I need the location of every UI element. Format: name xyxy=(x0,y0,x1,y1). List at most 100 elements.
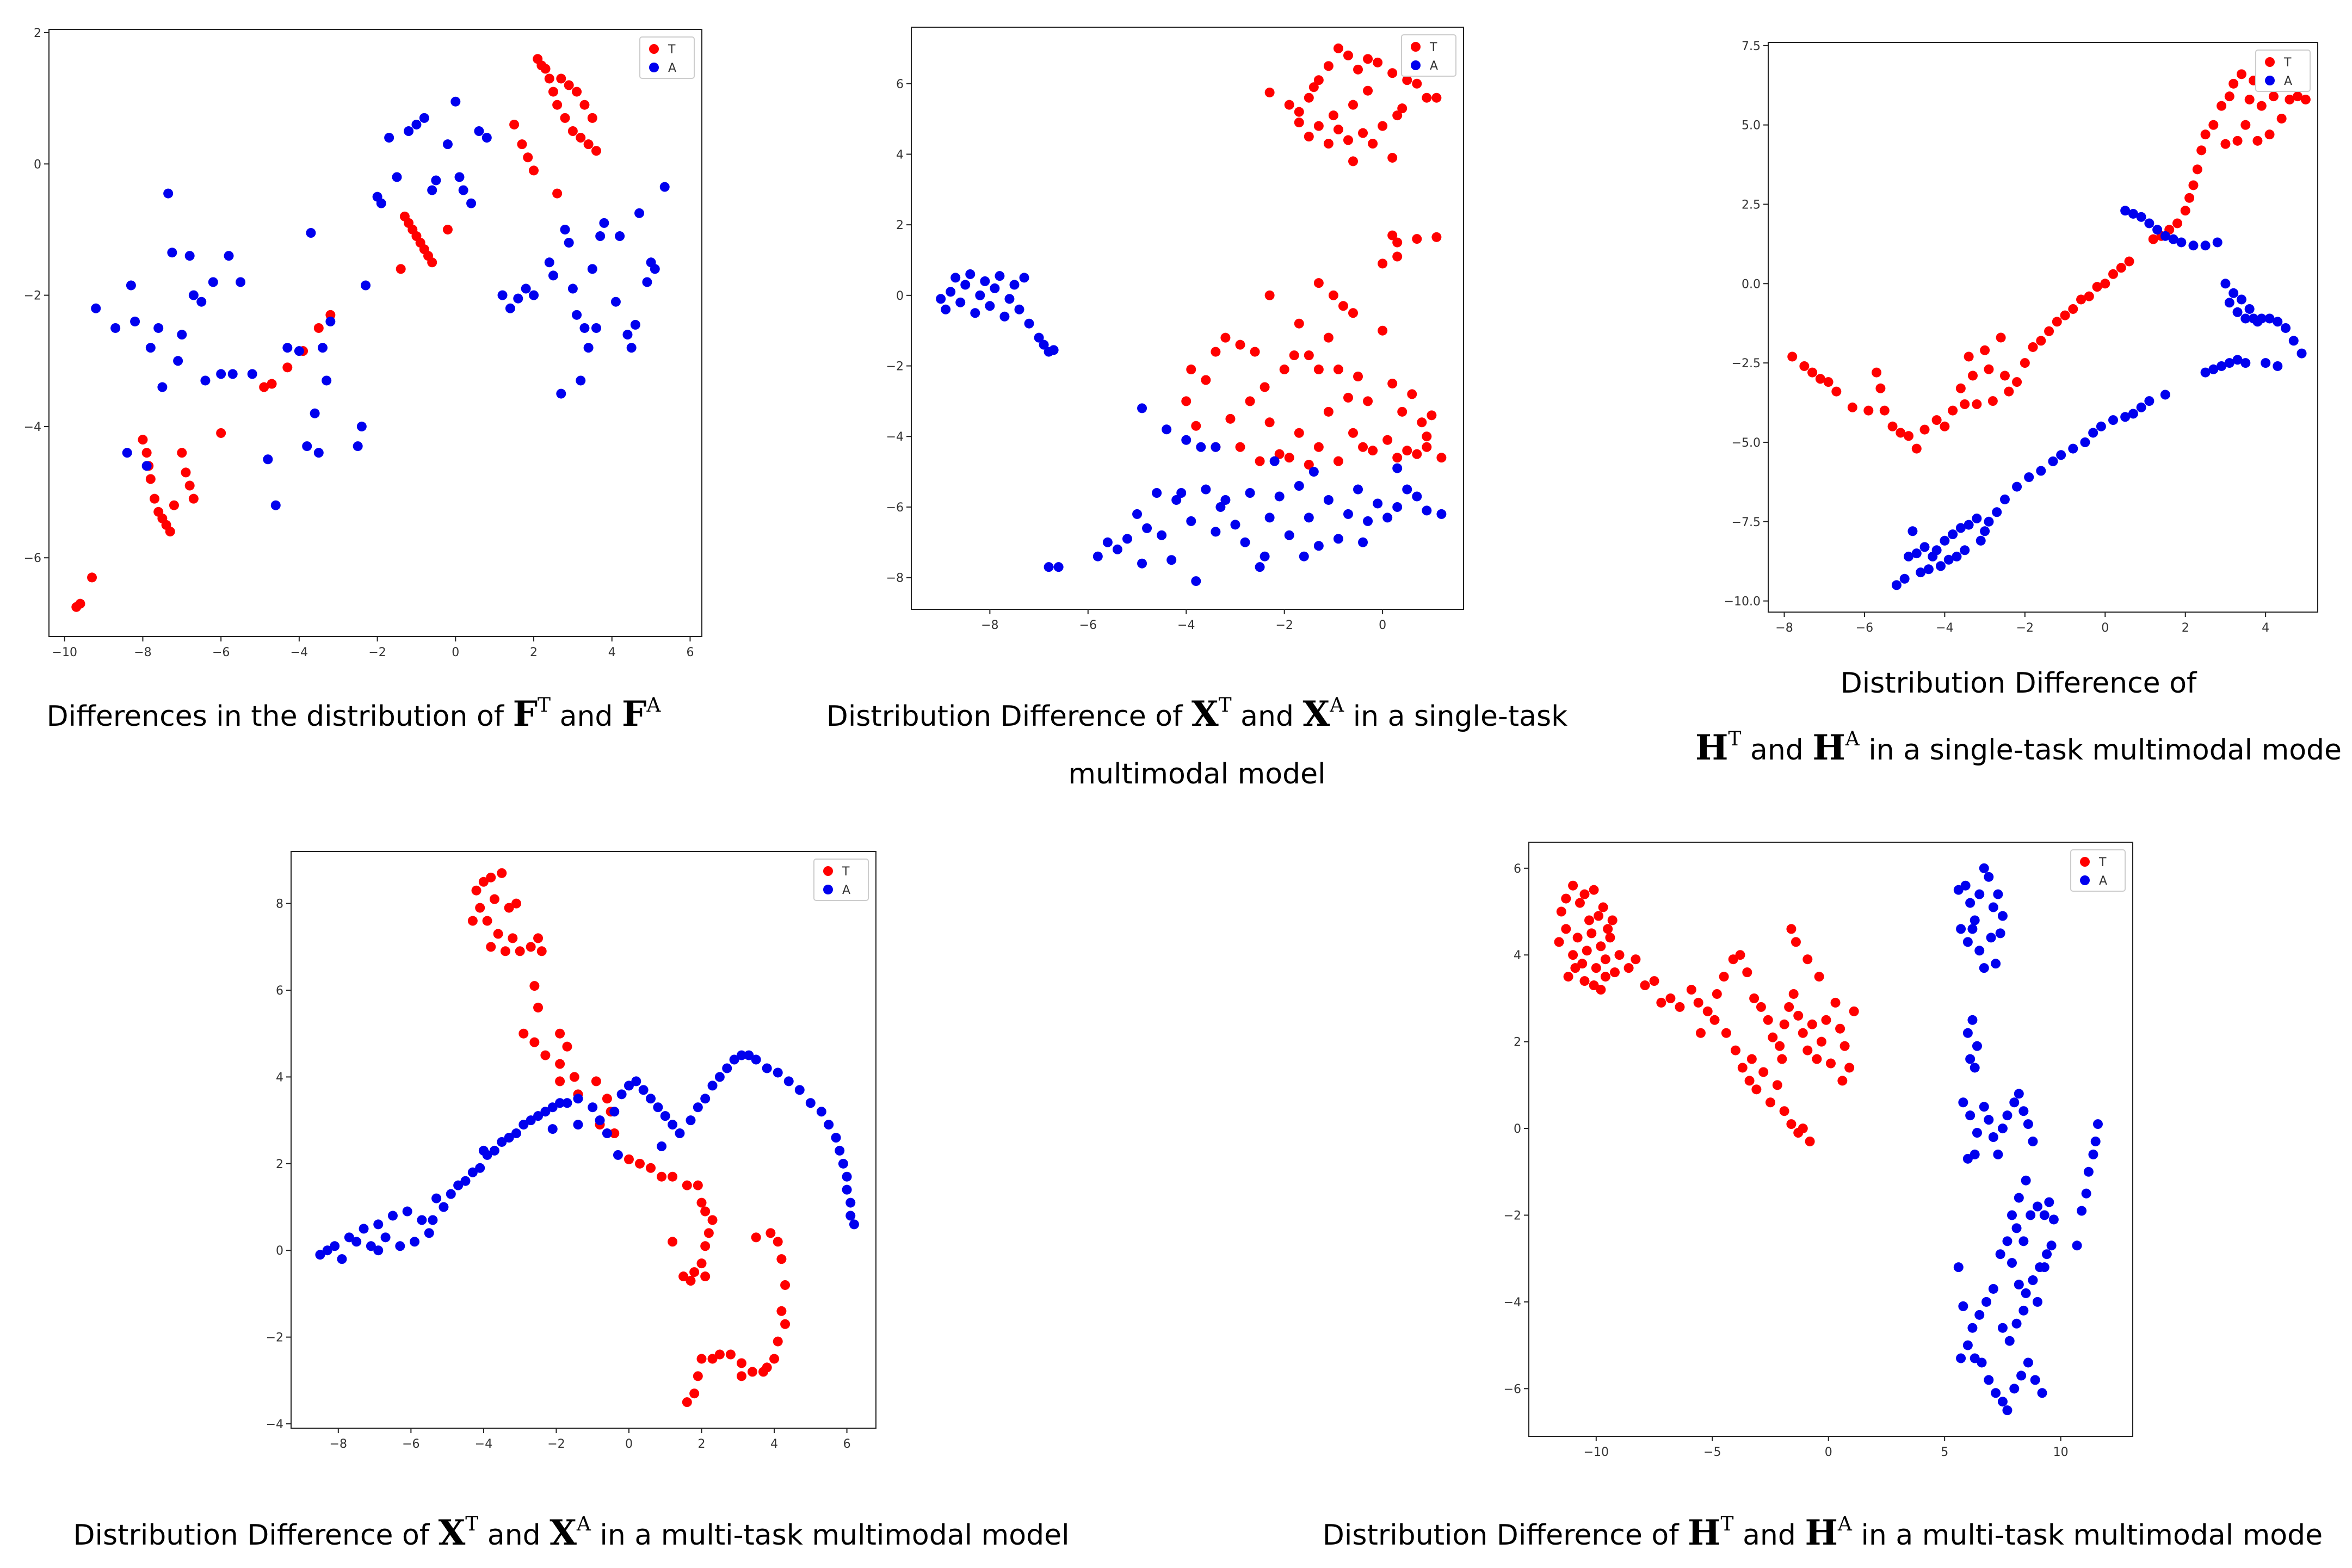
point-A xyxy=(216,369,226,379)
point-A xyxy=(2007,1258,2017,1268)
legend-marker-T xyxy=(2080,857,2090,867)
point-T xyxy=(1264,290,1275,300)
point-A xyxy=(2240,358,2251,368)
point-A xyxy=(1112,544,1122,554)
point-A xyxy=(816,1107,826,1117)
y-tick-label: 2 xyxy=(1514,1036,1521,1050)
point-A xyxy=(184,251,195,261)
point-T xyxy=(1791,937,1801,947)
point-T xyxy=(1955,383,1966,393)
point-A xyxy=(2188,240,2199,251)
point-A xyxy=(294,346,304,356)
point-T xyxy=(1972,399,1982,409)
point-T xyxy=(1812,1054,1822,1064)
point-T xyxy=(1695,1028,1706,1038)
point-T xyxy=(1844,1063,1855,1073)
point-A xyxy=(1215,502,1226,512)
point-A xyxy=(153,323,164,333)
point-T xyxy=(1589,980,1599,991)
point-T xyxy=(1784,1002,1794,1012)
point-A xyxy=(130,316,140,326)
point-A xyxy=(2120,412,2131,422)
point-T xyxy=(1235,339,1245,350)
point-A xyxy=(2288,336,2299,346)
caption-1: Differences in the distribution of FT an… xyxy=(46,694,661,734)
point-A xyxy=(2012,481,2022,492)
y-tick-label: 6 xyxy=(896,78,904,91)
point-T xyxy=(1181,396,1192,406)
point-A xyxy=(2039,1210,2049,1220)
legend-box xyxy=(1401,34,1456,77)
point-T xyxy=(1358,128,1368,138)
point-T xyxy=(1392,237,1403,248)
point-A xyxy=(1977,1357,1987,1368)
point-A xyxy=(1997,1123,2008,1134)
point-A xyxy=(1974,889,1985,899)
point-T xyxy=(678,1271,689,1282)
x-tick-label: −10 xyxy=(1584,1446,1609,1459)
point-A xyxy=(1995,1249,2005,1260)
caption-4: Distribution Difference of XT and XA in … xyxy=(73,1513,1070,1553)
point-T xyxy=(138,435,148,445)
point-T xyxy=(2208,120,2219,130)
y-tick-label: −7.5 xyxy=(1732,516,1761,529)
point-T xyxy=(2084,291,2094,301)
point-A xyxy=(773,1067,783,1078)
point-A xyxy=(2281,323,2291,333)
point-T xyxy=(1702,1006,1713,1016)
point-T xyxy=(1675,1002,1685,1012)
point-A xyxy=(1991,959,2001,969)
point-T xyxy=(1328,290,1338,300)
point-T xyxy=(1756,1002,1766,1012)
point-A xyxy=(1162,424,1172,435)
point-A xyxy=(450,96,461,107)
point-T xyxy=(1412,78,1422,89)
point-T xyxy=(2116,263,2126,273)
point-T xyxy=(1879,405,1890,416)
point-A xyxy=(1402,484,1412,495)
point-A xyxy=(1024,318,1034,329)
point-A xyxy=(783,1076,794,1087)
point-T xyxy=(2192,164,2202,175)
point-T xyxy=(2076,294,2086,305)
point-T xyxy=(1387,230,1398,240)
point-A xyxy=(2024,472,2034,483)
x-tick-label: −8 xyxy=(134,646,151,659)
point-T xyxy=(668,1171,678,1182)
point-A xyxy=(1953,885,1964,895)
point-T xyxy=(1596,985,1606,995)
point-A xyxy=(1363,516,1373,526)
point-A xyxy=(1965,1110,1976,1121)
point-T xyxy=(1839,1041,1850,1051)
point-T xyxy=(696,1258,707,1269)
point-T xyxy=(1614,950,1625,960)
point-A xyxy=(2256,313,2267,324)
point-T xyxy=(591,146,601,156)
point-T xyxy=(1343,135,1353,145)
point-A xyxy=(1092,551,1103,561)
point-A xyxy=(588,1102,598,1113)
point-A xyxy=(460,1176,471,1186)
x-tick-label: −4 xyxy=(1177,619,1195,632)
point-A xyxy=(1993,1149,2003,1159)
point-T xyxy=(1294,428,1304,438)
point-T xyxy=(1742,967,1752,978)
point-A xyxy=(1171,495,1182,505)
legend-label-A: A xyxy=(842,884,850,897)
y-tick-label: 2 xyxy=(276,1158,283,1171)
point-T xyxy=(2028,342,2038,352)
point-A xyxy=(2077,1206,2087,1216)
point-A xyxy=(941,304,951,314)
point-T xyxy=(2060,310,2070,320)
point-A xyxy=(1970,1063,1980,1073)
point-A xyxy=(1313,541,1324,551)
point-A xyxy=(2042,1249,2052,1260)
legend-box xyxy=(639,36,695,79)
point-T xyxy=(1397,406,1408,417)
point-T xyxy=(1765,1097,1775,1108)
point-A xyxy=(595,231,606,242)
point-A xyxy=(842,1171,852,1182)
point-A xyxy=(1958,1097,1968,1108)
point-T xyxy=(1594,911,1604,921)
point-T xyxy=(747,1367,757,1377)
